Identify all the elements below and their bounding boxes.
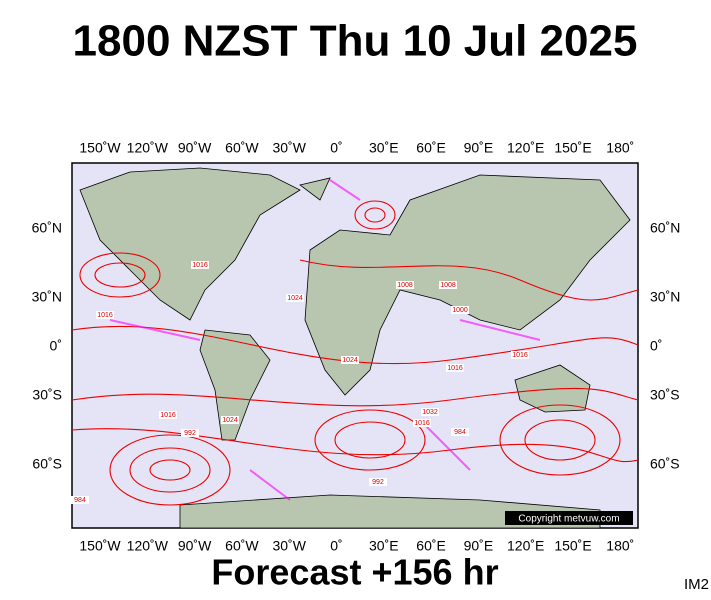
lon-label-top: 30˚E <box>369 140 399 156</box>
isobar-label: 1008 <box>397 282 413 289</box>
lat-label-left: 0˚ <box>50 338 62 354</box>
lat-label-right: 30˚N <box>650 289 680 305</box>
isobar-label-bg <box>286 294 304 302</box>
lat-label-left: 30˚N <box>32 289 62 305</box>
isobars <box>71 200 639 506</box>
lat-label-left: 60˚S <box>32 456 62 472</box>
isobar-label: 984 <box>454 429 466 436</box>
isobar-label: 1016 <box>447 365 463 372</box>
lat-label-right: 30˚S <box>650 387 680 403</box>
land <box>79 167 631 529</box>
isobar-label-bg <box>221 416 239 424</box>
copyright: Copyright metvuw.com <box>518 514 619 525</box>
lon-label-top: 120˚E <box>507 140 544 156</box>
isobar-label: 1016 <box>160 412 176 419</box>
isobar-label-bg <box>191 261 209 269</box>
isobar-label-bg <box>451 306 469 314</box>
lon-label-bottom: 150˚E <box>554 538 591 554</box>
lon-label-bottom: 180˚ <box>606 538 634 554</box>
lon-label-top: 30˚W <box>272 140 306 156</box>
isobar-label-bg <box>369 478 387 486</box>
isobar-label: 1016 <box>512 352 528 359</box>
isobar-label-bg <box>181 429 199 437</box>
isobar-label-bg <box>511 351 529 359</box>
isobar-label: 992 <box>184 430 196 437</box>
isobar-label: 1008 <box>440 282 456 289</box>
isobar-label-bg <box>71 496 89 504</box>
isobar-label-bg <box>396 281 414 289</box>
lon-label-top: 150˚W <box>79 140 121 156</box>
lon-label-bottom: 30˚E <box>369 538 399 554</box>
lat-label-right: 60˚N <box>650 220 680 236</box>
lon-label-bottom: 60˚E <box>416 538 446 554</box>
lon-label-bottom: 90˚W <box>178 538 212 554</box>
lon-label-top: 60˚E <box>416 140 446 156</box>
lat-label-right: 60˚S <box>650 456 680 472</box>
lon-label-bottom: 150˚W <box>79 538 121 554</box>
isobar-label-bg <box>421 408 439 416</box>
lon-label-bottom: 60˚W <box>225 538 259 554</box>
isobar-label-bg <box>413 419 431 427</box>
lon-label-bottom: 120˚E <box>507 538 544 554</box>
isobar-label: 1024 <box>342 357 358 364</box>
lon-label-top: 90˚W <box>178 140 212 156</box>
lon-label-top: 180˚ <box>606 140 634 156</box>
lon-label-bottom: 120˚W <box>127 538 169 554</box>
isobar-label: 1016 <box>192 262 208 269</box>
precipitation <box>109 179 541 501</box>
isobar-label-bg <box>446 364 464 372</box>
lon-label-top: 90˚E <box>464 140 494 156</box>
lat-label-left: 60˚N <box>32 220 62 236</box>
lon-label-top: 60˚W <box>225 140 259 156</box>
lon-label-top: 120˚W <box>127 140 169 156</box>
lat-label-right: 0˚ <box>650 338 662 354</box>
lat-label-left: 30˚S <box>32 387 62 403</box>
isobar-label: 984 <box>74 497 86 504</box>
isobar-label: 1024 <box>222 417 238 424</box>
isobar-label: 1016 <box>97 312 113 319</box>
isobar-label: 992 <box>372 479 384 486</box>
lon-label-top: 150˚E <box>554 140 591 156</box>
map-frame: 1016 1024 1016 1008 1008 1000 1016 1024 1016 1032… <box>71 162 639 529</box>
isobar-label-bg <box>159 411 177 419</box>
isobar-label: 1000 <box>452 307 468 314</box>
title: 1800 NZST Thu 10 Jul 2025 <box>73 17 638 66</box>
isobar-label-bg <box>451 428 469 436</box>
lon-label-bottom: 0˚ <box>330 538 342 554</box>
lon-label-top: 0˚ <box>330 140 342 156</box>
copyright-box <box>505 511 633 525</box>
lon-label-bottom: 90˚E <box>464 538 494 554</box>
lon-label-bottom: 30˚W <box>272 538 306 554</box>
isobar-label: 1024 <box>287 295 303 302</box>
forecast-label: Forecast +156 hr <box>211 552 498 593</box>
isobar-label-bg <box>341 356 359 364</box>
isobar-label-bg <box>96 311 114 319</box>
image-id: IM2 <box>684 576 709 593</box>
isobar-label-bg <box>439 281 457 289</box>
isobar-label: 1016 <box>414 420 430 427</box>
isobar-label: 1032 <box>422 409 438 416</box>
